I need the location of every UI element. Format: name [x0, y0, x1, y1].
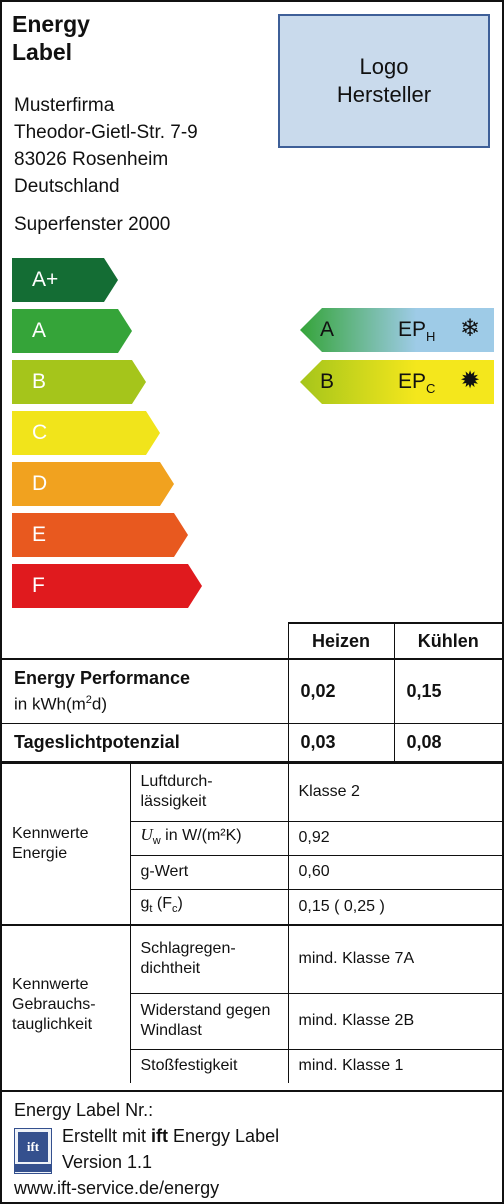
footer-url: www.ift-service.de/energy	[14, 1178, 220, 1198]
title-line-1: Energy	[12, 11, 90, 37]
label-number: Energy Label Nr.:	[14, 1100, 154, 1120]
manufacturer-address: Musterfirma Theodor-Gietl-Str. 7-9 83026…	[14, 92, 198, 200]
created-with: Erstellt mit ift Energy Label	[62, 1126, 280, 1146]
ep-row-label: Energy Performance in kWh(m2d)	[2, 658, 289, 724]
label-title: Energy Label	[12, 10, 172, 66]
prop-u-wert: Uw in W/(m²K)	[129, 820, 289, 856]
logo-line-2: Hersteller	[336, 82, 432, 107]
ep-heating-class: A	[320, 318, 335, 341]
scale-bar-a-plus: A+	[12, 258, 118, 302]
ift-logo: ift	[14, 1128, 52, 1174]
ep-heating-label: EPH	[398, 318, 436, 345]
tl-cool-value: 0,08	[393, 722, 502, 762]
scale-label: A	[32, 319, 47, 342]
performance-table: Heizen Kühlen Energy Performance in kWh(…	[2, 622, 502, 762]
manufacturer-logo-placeholder: Logo Hersteller	[278, 14, 490, 148]
tl-row-label: Tageslichtpotenzial	[2, 722, 289, 762]
address-line: Theodor-Gietl-Str. 7-9	[14, 122, 198, 143]
prop-schlagregendichtheit: Schlagregen-dichtheit	[129, 924, 289, 994]
col-kuehlen: Kühlen	[393, 622, 502, 660]
logo-line-1: Logo	[359, 54, 409, 79]
scale-bar-c: C	[12, 411, 160, 455]
prop-gt-fc: gt (Fc)	[129, 888, 289, 926]
scale-bar-a: A	[12, 309, 132, 353]
col-heizen: Heizen	[287, 622, 395, 660]
prop-g-wert: g-Wert	[129, 854, 289, 890]
snowflake-icon: ❄	[460, 315, 481, 342]
prop-stossfestigkeit: Stoßfestigkeit	[129, 1048, 289, 1083]
header-empty	[2, 623, 289, 660]
ep-heating-indicator: A EPH ❄	[300, 308, 494, 352]
scale-bar-b: B	[12, 360, 146, 404]
value-windlast: mind. Klasse 2B	[287, 992, 502, 1050]
ep-heat-value: 0,02	[287, 658, 395, 724]
scale-bar-f: F	[12, 564, 202, 608]
title-line-2: Label	[12, 39, 73, 65]
scale-label: A+	[32, 268, 59, 291]
ep-cooling-label: EPC	[398, 370, 436, 397]
address-line: 83026 Rosenheim	[14, 149, 169, 170]
group-kennwerte-gebrauchstauglichkeit: Kennwerte Gebrauchs-tauglichkeit	[2, 924, 130, 1083]
value-luftdurchlaessigkeit: Klasse 2	[287, 762, 502, 822]
prop-windlast: Widerstand gegen Windlast	[129, 992, 289, 1050]
scale-label: D	[32, 472, 48, 495]
ep-cool-value: 0,15	[393, 658, 502, 724]
scale-label: B	[32, 370, 47, 393]
scale-label: C	[32, 421, 48, 444]
scale-bar-e: E	[12, 513, 188, 557]
address-line: Deutschland	[14, 176, 120, 197]
scale-label: E	[32, 523, 47, 546]
group-kennwerte-energie: Kennwerte Energie	[2, 762, 130, 926]
ep-cooling-indicator: B EPC ✹	[300, 360, 494, 404]
properties-table: Kennwerte Energie Luftdurch-lässigkeit K…	[2, 762, 502, 1083]
value-schlagregendichtheit: mind. Klasse 7A	[287, 924, 502, 994]
value-gt-fc: 0,15 ( 0,25 )	[287, 888, 502, 926]
ep-cooling-class: B	[320, 370, 335, 393]
address-line: Musterfirma	[14, 95, 115, 116]
sun-icon: ✹	[460, 367, 481, 394]
tl-heat-value: 0,03	[287, 722, 395, 762]
scale-label: F	[32, 574, 45, 597]
prop-luftdurchlaessigkeit: Luftdurch-lässigkeit	[129, 762, 289, 822]
label-footer: Energy Label Nr.: ift Erstellt mit ift E…	[2, 1090, 502, 1202]
scale-bar-d: D	[12, 462, 174, 506]
version: Version 1.1	[62, 1152, 153, 1172]
product-name: Superfenster 2000	[14, 214, 171, 235]
value-u-wert: 0,92	[287, 820, 502, 856]
value-g-wert: 0,60	[287, 854, 502, 890]
value-stossfestigkeit: mind. Klasse 1	[287, 1048, 502, 1083]
